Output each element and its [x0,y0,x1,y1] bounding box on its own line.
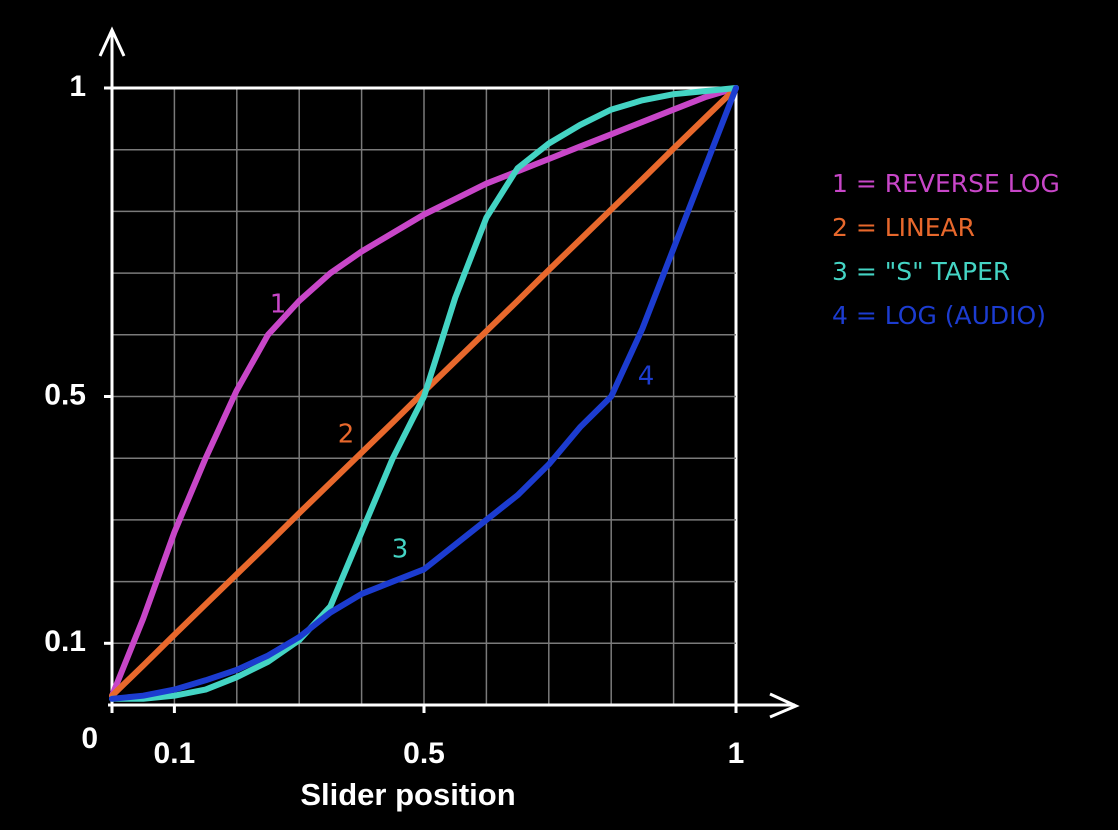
curve-label: 3 [392,535,409,565]
curve-label: 1 [270,290,287,320]
x-axis-arrow [769,692,800,719]
curve [109,85,739,702]
y-tick-label: 1 [69,70,86,103]
legend-entry: 4 = LOG (AUDIO) [832,301,1046,330]
y-axis-arrow [98,26,126,57]
x-tick-label: 0.1 [154,737,196,770]
x-tick-label: 0 [81,722,98,755]
curve [109,85,739,702]
legend-entry: 1 = REVERSE LOG [832,169,1060,198]
legend-entry: 2 = LINEAR [832,213,975,242]
curve-label: 2 [338,420,355,450]
curve [109,85,739,699]
x-tick-label: 0.5 [403,737,445,770]
x-axis-label: Slider position [300,777,515,812]
y-tick-label: 0.1 [44,625,86,658]
x-tick-label: 1 [728,737,745,770]
curve-label: 4 [638,362,655,392]
y-tick-label: 0.5 [44,378,86,411]
grid [110,86,738,707]
curves [109,85,739,702]
legend-entry: 3 = "S" TAPER [832,257,1010,286]
